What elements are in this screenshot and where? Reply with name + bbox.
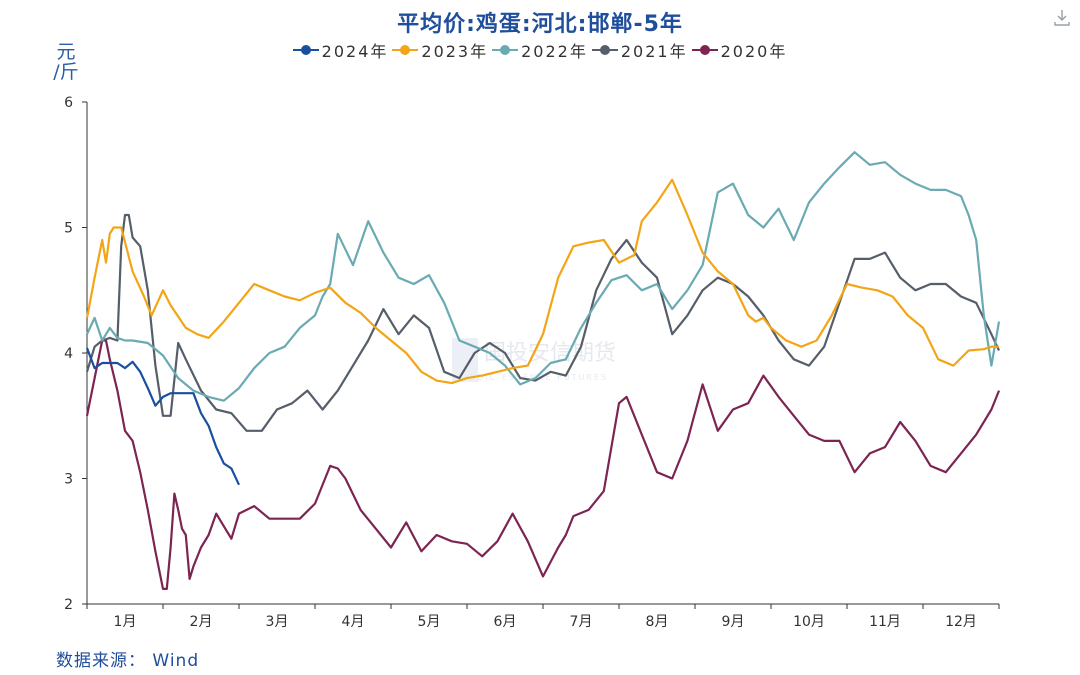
legend-label: 2021年 — [620, 42, 688, 61]
x-tick-label: 4月 — [342, 614, 365, 630]
legend-swatch — [591, 43, 618, 57]
x-tick-label: 2月 — [190, 614, 213, 630]
x-tick-label: 10月 — [793, 614, 825, 630]
x-tick-label: 3月 — [266, 614, 289, 630]
legend-item[interactable]: 2023年 — [392, 38, 488, 62]
watermark: 国投安信期货 SDIC ESSENCE FUTURES — [452, 338, 616, 382]
legend-swatch — [691, 43, 718, 57]
legend-item[interactable]: 2022年 — [492, 38, 588, 62]
x-tick-label: 9月 — [722, 614, 745, 630]
series-line-2023年 — [85, 178, 999, 385]
x-tick-label: 1月 — [114, 614, 137, 630]
legend-label: 2022年 — [521, 42, 588, 61]
y-axis-label: 元/斤 — [46, 42, 86, 82]
x-tick-label: 8月 — [646, 614, 669, 630]
y-axis-label-unit: 元 — [56, 41, 76, 63]
legend-item[interactable]: 2021年 — [591, 38, 688, 62]
series-line-2022年 — [86, 151, 1001, 402]
y-tick-label: 6 — [64, 95, 73, 111]
x-tick-label: 7月 — [570, 614, 593, 630]
series-line-2024年 — [85, 347, 240, 486]
chart-title: 平均价:鸡蛋:河北:邯郸-5年 — [397, 12, 683, 37]
watermark-en: SDIC ESSENCE FUTURES — [470, 373, 608, 382]
legend: 2024年 2023年 2022年 2021年 2020年 — [0, 38, 1080, 62]
series-line-2020年 — [85, 339, 1001, 590]
legend-label: 2020年 — [720, 42, 788, 61]
y-axis-label-per: /斤 — [53, 61, 79, 83]
legend-swatch — [392, 43, 419, 57]
data-source: 数据来源： Wind — [56, 651, 200, 671]
y-tick-label: 2 — [64, 597, 73, 613]
legend-swatch — [292, 43, 319, 57]
legend-label: 2024年 — [321, 42, 389, 61]
legend-item[interactable]: 2024年 — [292, 38, 389, 62]
download-icon[interactable] — [1052, 8, 1072, 28]
x-tick-label: 6月 — [494, 614, 517, 630]
x-tick-label: 11月 — [869, 614, 901, 630]
legend-swatch — [492, 43, 519, 57]
y-tick-label: 5 — [64, 221, 73, 237]
legend-item[interactable]: 2020年 — [691, 38, 788, 62]
y-tick-label: 4 — [64, 346, 73, 362]
x-tick-label: 5月 — [418, 614, 441, 630]
series-line-2021年 — [85, 213, 1000, 432]
legend-label: 2023年 — [421, 42, 489, 61]
y-tick-label: 3 — [64, 472, 73, 488]
x-tick-label: 12月 — [945, 614, 977, 630]
